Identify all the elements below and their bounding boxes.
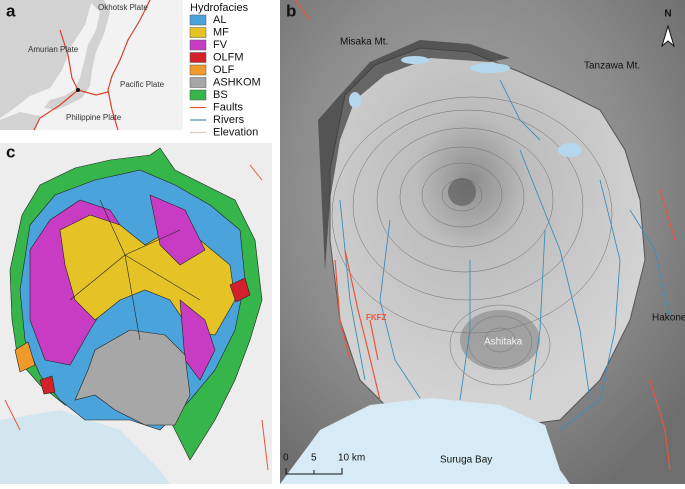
legend-label: OLF — [213, 64, 235, 76]
facies-olf — [14, 341, 36, 373]
rivers — [339, 79, 671, 431]
panel-c: c — [0, 142, 272, 484]
place-label: Suruga Bay — [440, 455, 492, 466]
scale-bar — [285, 468, 343, 475]
north-arrow — [661, 24, 675, 48]
land — [0, 0, 92, 118]
legend-swatch — [189, 27, 207, 38]
land — [0, 112, 40, 130]
bay — [0, 410, 170, 484]
legend-label: OLFM — [213, 51, 244, 63]
legend-swatch — [189, 52, 207, 63]
place-label: Ashitaka — [484, 337, 523, 348]
place-label: Misaka Mt. — [340, 37, 388, 48]
panel-b: b Misaka Mt. Tanzawa Mt. Hakone Ashitaka… — [280, 0, 685, 484]
place-label: Hakone — [652, 313, 685, 324]
faults — [294, 0, 676, 471]
flow-lines — [69, 199, 201, 341]
scale-label: 10 km — [338, 453, 365, 464]
scale-label: 0 — [283, 453, 289, 464]
legend-label: Faults — [213, 101, 243, 113]
legend-title: Hydrofacies — [190, 2, 249, 14]
facies-fv — [149, 194, 206, 266]
legend: Hydrofacies ALMFFVOLFMOLFASHKOMBSFaultsR… — [189, 2, 261, 138]
legend-swatch — [189, 14, 207, 26]
legend-label: BS — [213, 89, 228, 101]
panel-label: c — [6, 142, 15, 161]
lake — [401, 56, 429, 64]
ashitaka-cone — [460, 310, 540, 370]
bay — [280, 398, 570, 484]
panel-label: a — [6, 1, 16, 20]
panel-a: a Okhotsk Plate Amurian Plate Pacific Pl… — [0, 0, 183, 131]
legend-label: Elevation — [213, 126, 258, 138]
place-label: Tanzawa Mt. — [584, 61, 640, 72]
lake — [349, 92, 361, 108]
facies-olfm — [229, 277, 251, 303]
plate-label: Amurian Plate — [28, 45, 79, 54]
site — [76, 88, 80, 92]
fault-label: FKFZ — [366, 313, 387, 322]
north-label: N — [664, 9, 671, 20]
legend-label: Rivers — [213, 114, 245, 126]
faults — [4, 164, 269, 471]
plate-label: Philippine Plate — [66, 113, 122, 122]
legend-swatch — [189, 39, 207, 51]
scale-label: 5 — [311, 453, 317, 464]
lake — [470, 63, 510, 73]
panel-label: b — [286, 1, 296, 20]
legend-swatch — [189, 89, 207, 101]
legend-label: FV — [213, 39, 228, 51]
facies-fv — [179, 299, 216, 381]
facies-olfm — [39, 375, 56, 395]
legend-label: MF — [213, 26, 229, 38]
plate-label: Okhotsk Plate — [98, 3, 148, 12]
summit — [448, 178, 476, 206]
legend-swatch — [189, 77, 207, 88]
plate-boundaries — [33, 0, 151, 131]
legend-label: AL — [213, 14, 226, 26]
legend-label: ASHKOM — [213, 76, 261, 88]
facies-ashkom — [74, 329, 191, 426]
lake — [558, 143, 582, 157]
legend-swatch — [189, 64, 207, 76]
plate-label: Pacific Plate — [120, 80, 165, 89]
